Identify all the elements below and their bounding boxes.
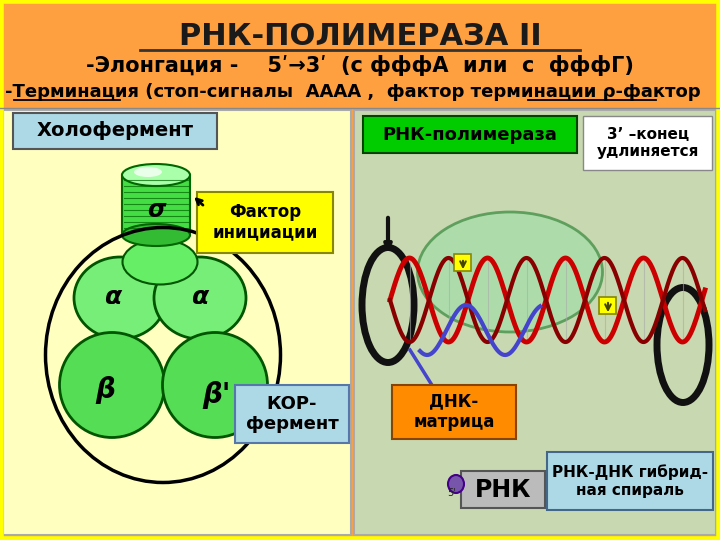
FancyBboxPatch shape <box>547 452 713 510</box>
Ellipse shape <box>418 212 603 332</box>
FancyBboxPatch shape <box>363 116 577 153</box>
Text: α: α <box>192 285 209 309</box>
Text: β: β <box>95 376 115 404</box>
Ellipse shape <box>154 257 246 339</box>
Ellipse shape <box>122 224 190 246</box>
Bar <box>122 175 190 235</box>
FancyBboxPatch shape <box>454 254 471 271</box>
FancyBboxPatch shape <box>197 192 333 253</box>
Text: РНК-полимераза: РНК-полимераза <box>382 126 557 144</box>
Text: КОР-
фермент: КОР- фермент <box>246 395 338 434</box>
Text: α: α <box>104 285 122 309</box>
Text: β': β' <box>202 381 230 409</box>
Ellipse shape <box>163 333 268 437</box>
FancyBboxPatch shape <box>392 385 516 439</box>
FancyBboxPatch shape <box>461 471 545 508</box>
Ellipse shape <box>122 240 197 285</box>
Ellipse shape <box>134 167 162 177</box>
Text: ДНК-
матрица: ДНК- матрица <box>413 393 495 431</box>
Text: σ: σ <box>147 198 165 222</box>
FancyBboxPatch shape <box>599 297 616 314</box>
Text: 3’ –конец
удлиняется: 3’ –конец удлиняется <box>597 127 699 159</box>
Ellipse shape <box>665 299 701 391</box>
FancyBboxPatch shape <box>13 113 217 149</box>
FancyBboxPatch shape <box>583 116 712 170</box>
Ellipse shape <box>60 333 164 437</box>
Text: РНК: РНК <box>474 478 531 502</box>
Text: Холофермент: Холофермент <box>37 122 194 140</box>
FancyBboxPatch shape <box>235 385 349 443</box>
Text: -Элонгация -    5ʹ→3ʹ  (с фффА  или  с  фффГ): -Элонгация - 5ʹ→3ʹ (с фффА или с фффГ) <box>86 55 634 76</box>
FancyBboxPatch shape <box>3 110 351 535</box>
Text: Фактор
инициации: Фактор инициации <box>212 202 318 241</box>
Text: РНК-ПОЛИМЕРАЗА II: РНК-ПОЛИМЕРАЗА II <box>179 22 541 51</box>
Text: 5': 5' <box>448 488 456 498</box>
Ellipse shape <box>74 257 166 339</box>
Text: -Терминация (стоп-сигналы  АААА ,  фактор терминации ρ-фактор: -Терминация (стоп-сигналы АААА , фактор … <box>5 83 701 101</box>
FancyBboxPatch shape <box>354 110 716 535</box>
Ellipse shape <box>371 259 405 351</box>
Text: РНК-ДНК гибрид-
ная спираль: РНК-ДНК гибрид- ная спираль <box>552 464 708 497</box>
Ellipse shape <box>122 164 190 186</box>
Ellipse shape <box>448 475 464 493</box>
